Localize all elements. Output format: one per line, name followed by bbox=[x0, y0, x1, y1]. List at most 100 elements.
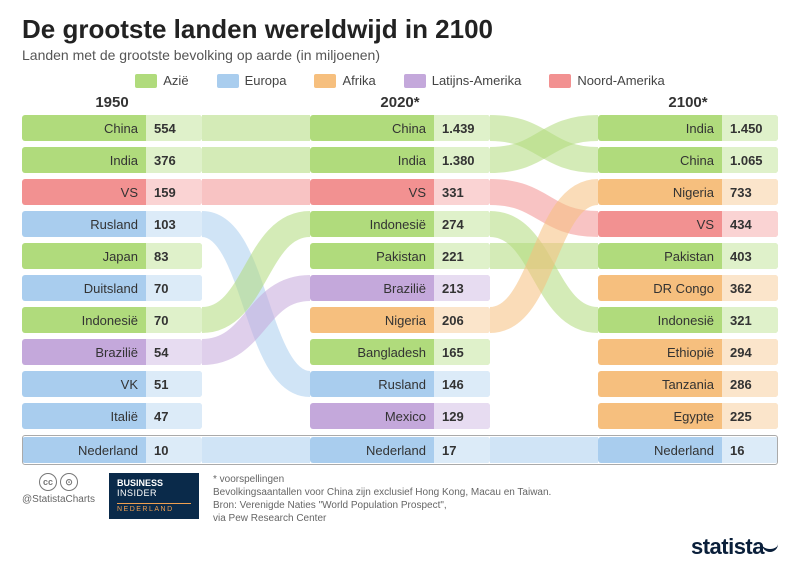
country-name: Nigeria bbox=[310, 313, 434, 328]
population-value: 362 bbox=[722, 275, 778, 301]
ranking-row: Pakistan221 bbox=[310, 243, 490, 269]
country-name: VK bbox=[22, 377, 146, 392]
ranking-column: India1.450 China1.065 Nigeria733 VS434 Pakis… bbox=[598, 115, 778, 467]
legend-label: Afrika bbox=[342, 73, 375, 88]
ranking-row: VS159 bbox=[22, 179, 202, 205]
population-value: 83 bbox=[146, 243, 202, 269]
population-value: 294 bbox=[722, 339, 778, 365]
legend-item: Latijns-Amerika bbox=[404, 73, 522, 88]
country-name: Japan bbox=[22, 249, 146, 264]
population-value: 321 bbox=[722, 307, 778, 333]
ranking-row: Ethiopië294 bbox=[598, 339, 778, 365]
population-value: 103 bbox=[146, 211, 202, 237]
ranking-row: India1.380 bbox=[310, 147, 490, 173]
ranking-row: Pakistan403 bbox=[598, 243, 778, 269]
ranking-row: China554 bbox=[22, 115, 202, 141]
ranking-row: DR Congo362 bbox=[598, 275, 778, 301]
population-value: 206 bbox=[434, 307, 490, 333]
population-value: 51 bbox=[146, 371, 202, 397]
country-name: Indonesië bbox=[310, 217, 434, 232]
statista-logo: statista bbox=[691, 534, 778, 560]
country-name: China bbox=[22, 121, 146, 136]
population-value: 165 bbox=[434, 339, 490, 365]
population-value: 54 bbox=[146, 339, 202, 365]
legend-swatch bbox=[135, 74, 157, 88]
population-value: 286 bbox=[722, 371, 778, 397]
ranking-row: Tanzania286 bbox=[598, 371, 778, 397]
source-notes: * voorspellingen Bevolkingsaantallen voo… bbox=[213, 473, 778, 525]
country-name: India bbox=[310, 153, 434, 168]
ranking-row: Italië47 bbox=[22, 403, 202, 429]
population-value: 146 bbox=[434, 371, 490, 397]
country-name: India bbox=[22, 153, 146, 168]
legend-item: Noord-Amerika bbox=[549, 73, 664, 88]
twitter-handle: @StatistaCharts bbox=[22, 494, 95, 505]
chart-container: De grootste landen wereldwijd in 2100 La… bbox=[0, 0, 800, 570]
population-value: 129 bbox=[434, 403, 490, 429]
country-name: India bbox=[598, 121, 722, 136]
legend-item: Azië bbox=[135, 73, 188, 88]
population-value: 1.439 bbox=[434, 115, 490, 141]
population-value: 1.450 bbox=[722, 115, 778, 141]
chart-title: De grootste landen wereldwijd in 2100 bbox=[22, 14, 778, 45]
ranking-row: Duitsland70 bbox=[22, 275, 202, 301]
legend-swatch bbox=[404, 74, 426, 88]
year-headers: 1950 2020* 2100* bbox=[22, 94, 778, 111]
legend: Azië Europa Afrika Latijns-Amerika Noord-Ame… bbox=[22, 73, 778, 88]
country-name: VS bbox=[22, 185, 146, 200]
country-name: VS bbox=[598, 217, 722, 232]
population-value: 70 bbox=[146, 307, 202, 333]
country-name: Indonesië bbox=[598, 313, 722, 328]
chart-footer: cc ⊙ @StatistaCharts BUSINESS INSIDER NE… bbox=[22, 473, 778, 525]
cc-by-icon: ⊙ bbox=[60, 473, 78, 491]
population-value: 221 bbox=[434, 243, 490, 269]
ranking-row: China1.065 bbox=[598, 147, 778, 173]
country-name: Nigeria bbox=[598, 185, 722, 200]
ranking-column: China1.439India1.380VS331Indonesië274Pak… bbox=[310, 115, 490, 467]
ranking-row: Rusland103 bbox=[22, 211, 202, 237]
population-value: 47 bbox=[146, 403, 202, 429]
population-value: 213 bbox=[434, 275, 490, 301]
population-value: 331 bbox=[434, 179, 490, 205]
ranking-row: Indonesië321 bbox=[598, 307, 778, 333]
year-header: 2100* bbox=[598, 94, 778, 111]
population-value: 554 bbox=[146, 115, 202, 141]
ranking-row: Brazilië54 bbox=[22, 339, 202, 365]
ranking-row: Indonesië70 bbox=[22, 307, 202, 333]
ranking-row: Egypte225 bbox=[598, 403, 778, 429]
population-value: 403 bbox=[722, 243, 778, 269]
legend-label: Latijns-Amerika bbox=[432, 73, 522, 88]
legend-label: Europa bbox=[245, 73, 287, 88]
legend-item: Europa bbox=[217, 73, 287, 88]
country-name: Duitsland bbox=[22, 281, 146, 296]
ranking-row: India1.450 bbox=[598, 115, 778, 141]
population-value: 376 bbox=[146, 147, 202, 173]
country-name: Indonesië bbox=[22, 313, 146, 328]
year-header: 2020* bbox=[310, 94, 490, 111]
ranking-row: Nigeria733 bbox=[598, 179, 778, 205]
legend-swatch bbox=[314, 74, 336, 88]
country-name: Ethiopië bbox=[598, 345, 722, 360]
country-name: Rusland bbox=[310, 377, 434, 392]
netherlands-outline bbox=[22, 435, 778, 465]
ranking-row: Nigeria206 bbox=[310, 307, 490, 333]
population-value: 733 bbox=[722, 179, 778, 205]
population-value: 70 bbox=[146, 275, 202, 301]
columns: China554India376VS159Rusland103Japan83Du… bbox=[22, 115, 778, 467]
ranking-row: India376 bbox=[22, 147, 202, 173]
country-name: Tanzania bbox=[598, 377, 722, 392]
country-name: Mexico bbox=[310, 409, 434, 424]
population-value: 1.380 bbox=[434, 147, 490, 173]
country-name: DR Congo bbox=[598, 281, 722, 296]
ranking-row: Rusland146 bbox=[310, 371, 490, 397]
legend-swatch bbox=[549, 74, 571, 88]
population-value: 159 bbox=[146, 179, 202, 205]
country-name: VS bbox=[310, 185, 434, 200]
ranking-row: VS331 bbox=[310, 179, 490, 205]
population-value: 274 bbox=[434, 211, 490, 237]
ranking-row: VS434 bbox=[598, 211, 778, 237]
country-name: Brazilië bbox=[310, 281, 434, 296]
ranking-row: Japan83 bbox=[22, 243, 202, 269]
country-name: Pakistan bbox=[310, 249, 434, 264]
year-header: 1950 bbox=[22, 94, 202, 111]
